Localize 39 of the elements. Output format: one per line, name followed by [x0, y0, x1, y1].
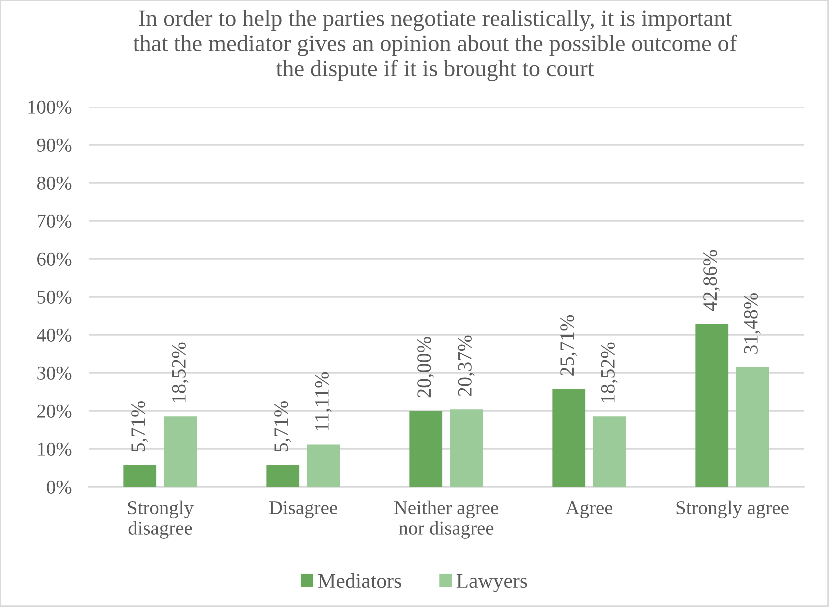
bar	[410, 411, 443, 487]
y-tick-label: 70%	[38, 214, 72, 228]
data-label: 31,48%	[744, 293, 761, 354]
y-tick-label: 50%	[38, 290, 72, 304]
data-label: 5,71%	[132, 401, 148, 452]
x-tick-label: Strongly disagree	[128, 500, 194, 539]
y-tick-label: 30%	[38, 366, 72, 380]
bar	[124, 465, 157, 487]
y-tick-label: 80%	[37, 176, 72, 190]
data-label: 18,52%	[172, 342, 189, 402]
y-tick-label: 60%	[38, 252, 72, 266]
data-label: 42,86%	[704, 250, 720, 312]
y-tick-label: 20%	[38, 404, 72, 418]
bar	[736, 367, 770, 487]
y-tick-label: 0%	[47, 480, 72, 494]
bar	[266, 465, 300, 487]
bar	[307, 444, 340, 487]
bar	[552, 389, 586, 487]
legend-label: Mediators	[318, 573, 402, 588]
bar	[593, 416, 626, 487]
data-label: 25,71%	[560, 315, 578, 376]
y-tick-label: 40%	[37, 328, 72, 342]
bar	[164, 416, 198, 487]
y-tick-label: 10%	[38, 442, 72, 456]
bar	[450, 410, 484, 487]
bar	[696, 324, 729, 487]
legend-label: Lawyers	[456, 574, 528, 592]
data-label: 5,71%	[274, 401, 292, 452]
data-label: 18,52%	[601, 342, 618, 402]
x-tick-label: Neither agree nor disagree	[394, 500, 498, 539]
data-label: 20,00%	[418, 337, 434, 398]
x-tick-label: Strongly agree	[676, 500, 789, 519]
data-label: 11,11%	[315, 372, 332, 431]
x-tick-label: Disagree	[270, 501, 338, 519]
data-label: 20,37%	[458, 336, 475, 396]
y-tick-label: 90%	[37, 138, 72, 152]
chart-title: In order to help the parties negotiate realistically, it is important that the mediator gives an opinion about the possible outcome of the dispute if it is brought to court	[133, 10, 738, 82]
x-tick-label: Agree	[566, 501, 613, 519]
y-tick-label: 100%	[28, 100, 72, 114]
